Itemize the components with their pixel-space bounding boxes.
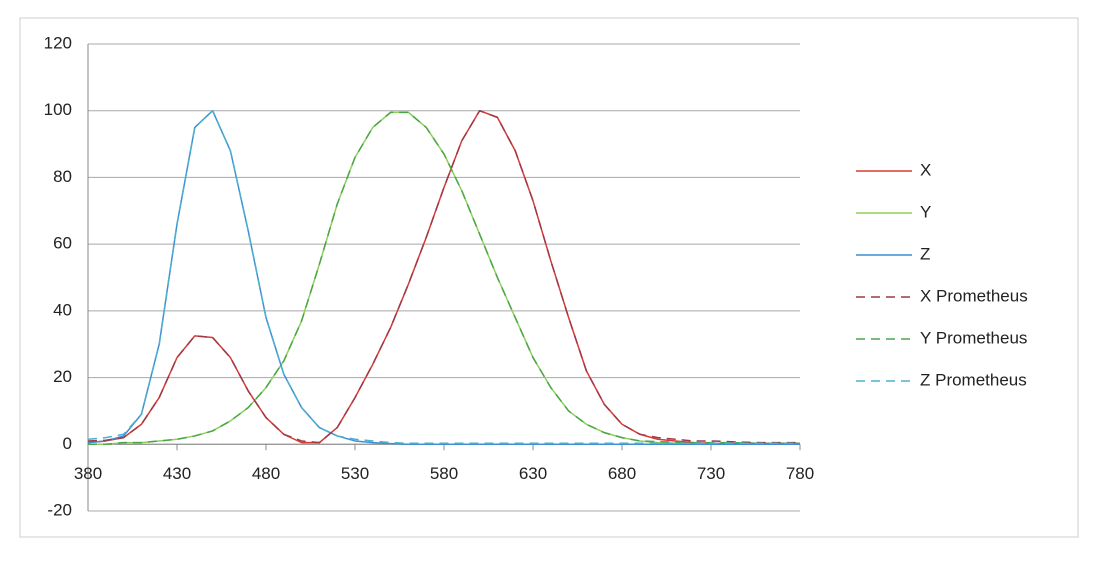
- x-tick-label: 580: [430, 464, 458, 483]
- x-tick-label: 780: [786, 464, 814, 483]
- y-tick-label: 80: [53, 167, 72, 186]
- x-tick-label: 380: [74, 464, 102, 483]
- x-tick-label: 680: [608, 464, 636, 483]
- legend-label: Y: [920, 202, 931, 221]
- legend-label: X Prometheus: [920, 286, 1028, 305]
- y-tick-label: 40: [53, 300, 72, 319]
- series-line: [87, 109, 800, 445]
- y-tick-label: -20: [47, 500, 72, 519]
- x-tick-label: 530: [341, 464, 369, 483]
- y-tick-label: 120: [44, 33, 72, 52]
- series-line: [88, 111, 800, 446]
- series-line: [87, 109, 800, 446]
- y-tick-label: 100: [44, 100, 72, 119]
- legend-label: Y Prometheus: [920, 328, 1027, 347]
- legend-label: Z Prometheus: [920, 370, 1027, 389]
- series-line: [87, 109, 800, 444]
- y-tick-label: 0: [63, 434, 72, 453]
- legend-label: Z: [920, 244, 930, 263]
- x-tick-label: 630: [519, 464, 547, 483]
- y-tick-label: 20: [53, 367, 72, 386]
- x-tick-label: 480: [252, 464, 280, 483]
- y-tick-label: 60: [53, 234, 72, 253]
- x-tick-label: 430: [163, 464, 191, 483]
- chart-frame: [19, 17, 1079, 538]
- x-tick-label: 730: [697, 464, 725, 483]
- legend-label: X: [920, 160, 931, 179]
